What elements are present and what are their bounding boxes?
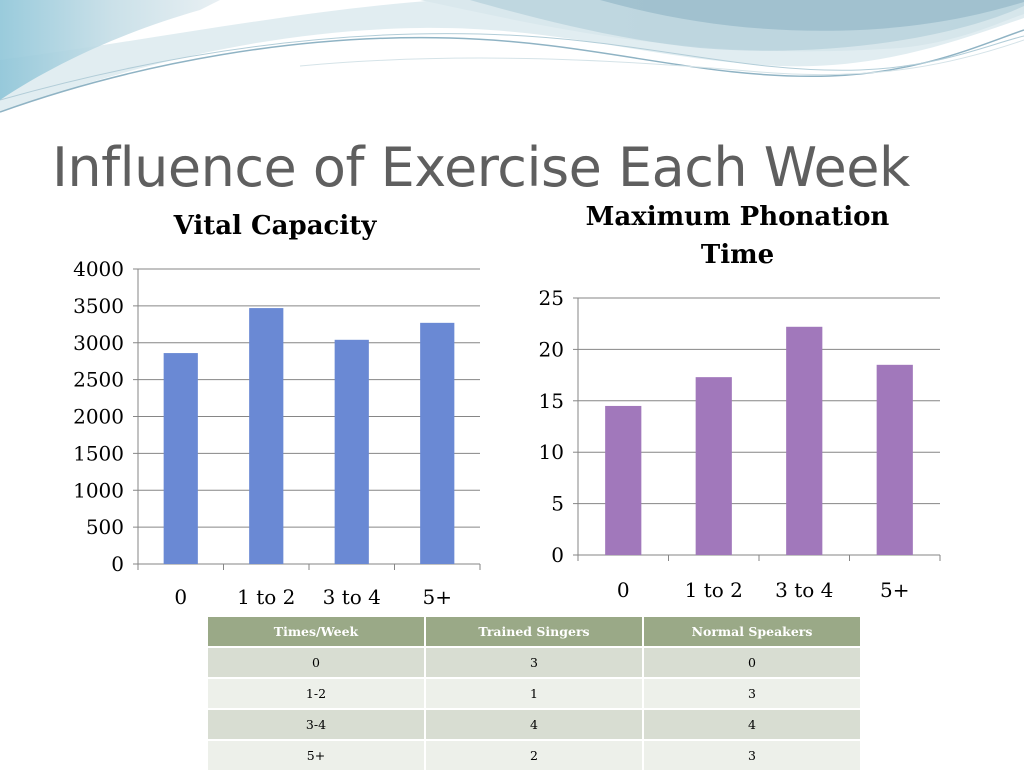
exercise-table: Times/Week Trained Singers Normal Speake… [206, 615, 862, 772]
vital-x-tick-label: 0 [174, 585, 187, 609]
table-cell: 3 [424, 646, 644, 679]
phonation-y-tick-label: 0 [551, 543, 564, 567]
table-row: 3-4 4 4 [206, 708, 862, 741]
phonation-x-tick-label: 0 [617, 578, 630, 602]
table-cell: 3 [642, 677, 862, 710]
table-cell: 4 [424, 708, 644, 741]
table-header-row: Times/Week Trained Singers Normal Speake… [206, 615, 862, 648]
phonation-bar-1 [695, 377, 732, 555]
vital-y-tick-label: 4000 [73, 257, 124, 281]
vital-y-tick-label: 1500 [73, 441, 124, 465]
vital-bar-3 [420, 322, 455, 564]
phonation-y-tick-label: 20 [539, 337, 564, 361]
table-cell: 5+ [206, 739, 426, 772]
phonation-x-tick-label: 5+ [880, 578, 909, 602]
phonation-y-tick-label: 25 [539, 286, 564, 310]
table-header-normal-speakers: Normal Speakers [642, 615, 862, 648]
header-wave-decoration [0, 0, 1024, 113]
phonation-x-tick-label: 1 to 2 [685, 578, 743, 602]
table-cell: 2 [424, 739, 644, 772]
table-row: 1-2 1 3 [206, 677, 862, 710]
vital-y-tick-label: 1000 [73, 478, 124, 502]
slide-title: Influence of Exercise Each Week [52, 136, 910, 199]
phonation-bar-2 [786, 326, 823, 555]
table-cell: 1 [424, 677, 644, 710]
vital-x-tick-label: 5+ [423, 585, 452, 609]
table-cell: 1-2 [206, 677, 426, 710]
phonation-x-tick-label: 3 to 4 [775, 578, 833, 602]
vital-capacity-chart-title: Vital Capacity [173, 211, 377, 241]
table-header-trained-singers: Trained Singers [424, 615, 644, 648]
vital-y-tick-label: 2500 [73, 368, 124, 392]
table-header-times-week: Times/Week [206, 615, 426, 648]
table-cell: 3 [642, 739, 862, 772]
vital-y-tick-label: 3500 [73, 294, 124, 318]
table-row: 5+ 2 3 [206, 739, 862, 772]
vital-bar-0 [163, 353, 198, 564]
table-cell: 3-4 [206, 708, 426, 741]
phonation-time-chart-title: Maximum Phonation Time [585, 202, 890, 270]
phonation-y-tick-label: 10 [539, 440, 564, 464]
phonation-bar-0 [605, 405, 642, 555]
vital-bar-1 [249, 308, 284, 564]
table-row: 0 3 0 [206, 646, 862, 679]
phonation-y-tick-label: 15 [539, 389, 564, 413]
vital-y-tick-label: 3000 [73, 331, 124, 355]
phonation-bar-3 [876, 364, 913, 555]
table-cell: 0 [206, 646, 426, 679]
vital-y-tick-label: 2000 [73, 405, 124, 429]
vital-x-tick-label: 3 to 4 [323, 585, 381, 609]
table-cell: 0 [642, 646, 862, 679]
vital-x-tick-label: 1 to 2 [237, 585, 295, 609]
phonation-y-tick-label: 5 [551, 492, 564, 516]
vital-bar-2 [334, 339, 369, 564]
table-cell: 4 [642, 708, 862, 741]
vital-y-tick-label: 500 [86, 515, 124, 539]
vital-y-tick-label: 0 [111, 552, 124, 576]
